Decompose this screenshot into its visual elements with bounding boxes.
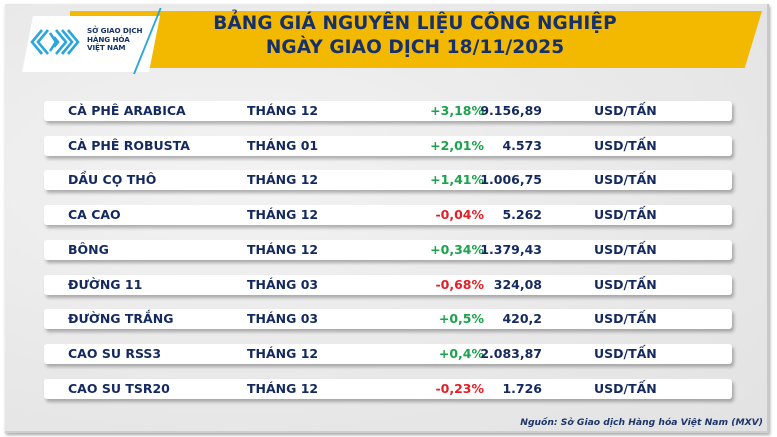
- logo-text: SỞ GIAO DỊCH HÀNG HÓA VIỆT NAM: [87, 26, 143, 53]
- logo-line-1: SỞ GIAO DỊCH: [87, 26, 143, 35]
- contract-month: THÁNG 12: [247, 172, 319, 187]
- commodity-name: BÔNG: [68, 242, 109, 257]
- table-row: BÔNG THÁNG 12 +0,34% 1.379,43 USD/TẤN: [44, 240, 732, 260]
- commodity-name: CAO SU TSR20: [68, 381, 170, 396]
- price-value: 5.262: [502, 207, 542, 222]
- price-unit: USD/TẤN: [594, 138, 657, 153]
- title-banner: [70, 11, 762, 68]
- price-unit: USD/TẤN: [594, 103, 657, 118]
- contract-month: THÁNG 03: [247, 277, 319, 292]
- table-row: CÀ PHÊ ROBUSTA THÁNG 01 +2,01% 4.573 USD/TẤN: [44, 136, 732, 156]
- price-change: -0,68%: [435, 277, 484, 292]
- price-change: -0,04%: [435, 207, 484, 222]
- price-value: 1.006,75: [480, 172, 542, 187]
- contract-month: THÁNG 12: [247, 346, 319, 361]
- price-change: +2,01%: [430, 138, 484, 153]
- price-change: +1,41%: [430, 172, 484, 187]
- logo-line-3: VIỆT NAM: [87, 43, 126, 53]
- price-change: +0,34%: [430, 242, 484, 257]
- price-unit: USD/TẤN: [594, 277, 657, 292]
- price-value: 1.379,43: [480, 242, 542, 257]
- table-row: ĐƯỜNG 11 THÁNG 03 -0,68% 324,08 USD/TẤN: [44, 275, 732, 295]
- title-line-2: NGÀY GIAO DỊCH 18/11/2025: [265, 37, 565, 58]
- price-unit: USD/TẤN: [594, 207, 657, 222]
- commodity-name: DẦU CỌ THÔ: [68, 172, 157, 187]
- price-unit: USD/TẤN: [594, 242, 657, 257]
- commodity-name: CÀ PHÊ ROBUSTA: [68, 138, 190, 153]
- table-row: CA CAO THÁNG 12 -0,04% 5.262 USD/TẤN: [44, 205, 732, 225]
- contract-month: THÁNG 03: [247, 311, 319, 326]
- price-change: -0,23%: [435, 381, 484, 396]
- title-line-1: BẢNG GIÁ NGUYÊN LIỆU CÔNG NGHIỆP: [213, 13, 617, 34]
- price-change: +0,4%: [438, 346, 484, 361]
- source-note: Nguồn: Sở Giao dịch Hàng hóa Việt Nam (M…: [520, 417, 763, 428]
- price-value: 1.726: [502, 381, 542, 396]
- price-unit: USD/TẤN: [594, 346, 657, 361]
- commodity-name: ĐƯỜNG TRẮNG: [68, 311, 174, 326]
- price-change: +0,5%: [438, 311, 484, 326]
- commodity-name: CÀ PHÊ ARABICA: [68, 103, 186, 118]
- price-unit: USD/TẤN: [594, 311, 657, 326]
- logo-line-2: HÀNG HÓA: [87, 34, 130, 44]
- contract-month: THÁNG 12: [247, 207, 319, 222]
- contract-month: THÁNG 01: [247, 138, 319, 153]
- table-row: CÀ PHÊ ARABICA THÁNG 12 +3,18% 9.156,89 USD/…: [44, 101, 732, 121]
- price-unit: USD/TẤN: [594, 381, 657, 396]
- price-value: 324,08: [493, 277, 542, 292]
- commodity-name: ĐƯỜNG 11: [68, 277, 143, 292]
- price-value: 4.573: [502, 138, 542, 153]
- mxv-logo-icon: [30, 29, 80, 55]
- commodity-name: CAO SU RSS3: [68, 346, 162, 361]
- contract-month: THÁNG 12: [247, 381, 319, 396]
- price-value: 2.083,87: [480, 346, 542, 361]
- contract-month: THÁNG 12: [247, 103, 319, 118]
- contract-month: THÁNG 12: [247, 242, 319, 257]
- price-value: 420,2: [502, 311, 542, 326]
- price-change: +3,18%: [430, 103, 484, 118]
- commodity-name: CA CAO: [68, 207, 121, 222]
- price-unit: USD/TẤN: [594, 172, 657, 187]
- price-value: 9.156,89: [480, 103, 542, 118]
- page-title: BẢNG GIÁ NGUYÊN LIỆU CÔNG NGHIỆP NGÀY GI…: [180, 12, 650, 60]
- table-row: ĐƯỜNG TRẮNG THÁNG 03 +0,5% 420,2 USD/TẤN: [44, 309, 732, 329]
- table-row: DẦU CỌ THÔ THÁNG 12 +1,41% 1.006,75 USD/TẤN: [44, 170, 732, 190]
- table-row: CAO SU TSR20 THÁNG 12 -0,23% 1.726 USD/TẤN: [44, 379, 732, 399]
- table-row: CAO SU RSS3 THÁNG 12 +0,4% 2.083,87 USD/TẤN: [44, 344, 732, 364]
